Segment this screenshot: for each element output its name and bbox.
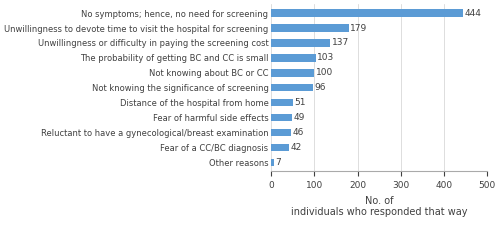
Bar [271, 84, 312, 92]
Bar [271, 99, 293, 106]
Text: 96: 96 [314, 83, 326, 92]
Bar [271, 144, 289, 151]
Text: 7: 7 [276, 158, 281, 167]
Bar [271, 129, 291, 136]
Text: 42: 42 [290, 143, 302, 152]
Bar [271, 39, 330, 47]
Text: 444: 444 [464, 9, 481, 18]
Bar [271, 69, 314, 77]
X-axis label: No. of
individuals who responded that way: No. of individuals who responded that wa… [291, 195, 468, 217]
Text: 137: 137 [332, 38, 349, 48]
Bar [271, 54, 316, 62]
Bar [271, 9, 463, 17]
Bar [271, 24, 348, 32]
Text: 100: 100 [316, 68, 333, 77]
Text: 51: 51 [294, 98, 306, 107]
Text: 49: 49 [294, 113, 305, 122]
Text: 46: 46 [292, 128, 304, 137]
Text: 179: 179 [350, 24, 367, 33]
Bar [271, 114, 292, 121]
Bar [271, 159, 274, 166]
Text: 103: 103 [317, 53, 334, 62]
